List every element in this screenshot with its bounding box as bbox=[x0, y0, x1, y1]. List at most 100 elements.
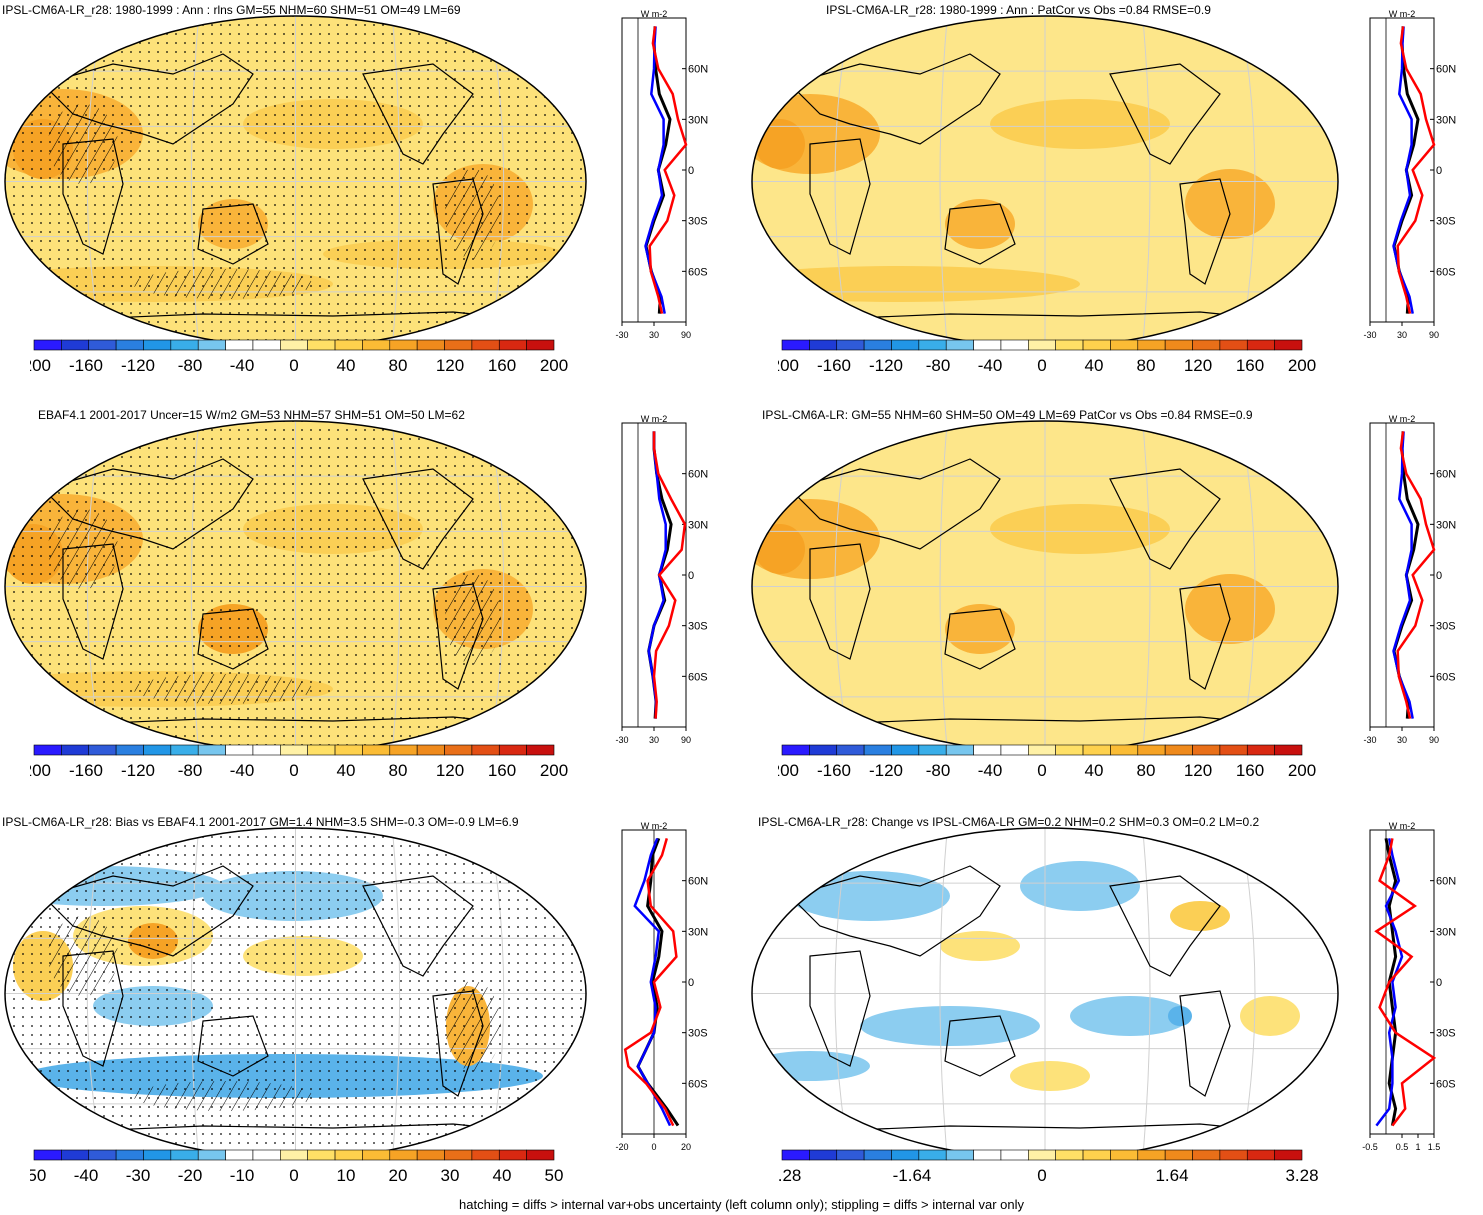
colorbar-label: 80 bbox=[389, 761, 408, 780]
colorbar-label: -50 bbox=[30, 1166, 46, 1185]
colorbar-label: -160 bbox=[69, 356, 103, 375]
ytick-label: 60N bbox=[1436, 876, 1456, 888]
xtick-label: -0.5 bbox=[1362, 1142, 1378, 1152]
colorbar-label: 10 bbox=[337, 1166, 356, 1185]
colorbar-cell bbox=[334, 1149, 363, 1161]
colorbar-cell bbox=[1110, 744, 1139, 756]
series-line bbox=[1396, 26, 1436, 314]
colorbar-cell bbox=[891, 339, 920, 351]
xtick-label: 0.5 bbox=[1396, 1142, 1409, 1152]
colorbar-cell bbox=[1082, 339, 1111, 351]
colorbar-label: 80 bbox=[389, 356, 408, 375]
zonal-mean-profile: W m-2 60N 30N 0 30S 60S -30 30 90 bbox=[615, 414, 708, 745]
units-label: W m-2 bbox=[1389, 9, 1416, 19]
colorbar-cell bbox=[809, 1149, 838, 1161]
colorbar-cell bbox=[307, 1149, 336, 1161]
colorbar-cell bbox=[1192, 1149, 1221, 1161]
colorbar-cell bbox=[61, 339, 90, 351]
colorbar-cell bbox=[225, 1149, 254, 1161]
colorbar-cell bbox=[1219, 339, 1248, 351]
ytick-label: 60S bbox=[688, 266, 708, 278]
colorbar-cell bbox=[1110, 339, 1139, 351]
ytick-label: 0 bbox=[688, 977, 694, 989]
units-label: W m-2 bbox=[641, 414, 668, 424]
colorbar-cell bbox=[918, 339, 947, 351]
colorbar: -200 -160 -120 -80 -40 0 40 80 120 160 200 bbox=[30, 744, 568, 780]
colorbar-cell bbox=[1192, 744, 1221, 756]
colorbar-cell bbox=[225, 339, 254, 351]
units-label: W m-2 bbox=[1389, 821, 1416, 831]
colorbar-label: 160 bbox=[1236, 761, 1264, 780]
colorbar-cell bbox=[1082, 1149, 1111, 1161]
colorbar-cell bbox=[307, 339, 336, 351]
colorbar-label: 120 bbox=[436, 761, 464, 780]
colorbar-cell bbox=[1137, 339, 1166, 351]
colorbar-label: -1.64 bbox=[893, 1166, 932, 1185]
colorbar-cell bbox=[918, 744, 947, 756]
colorbar-label: 1.64 bbox=[1155, 1166, 1188, 1185]
colorbar-cell bbox=[1000, 339, 1029, 351]
colorbar-cell bbox=[225, 744, 254, 756]
ytick-label: 60N bbox=[688, 469, 708, 481]
colorbar-cell bbox=[61, 1149, 90, 1161]
colorbar-cell bbox=[1164, 744, 1193, 756]
colorbar-cell bbox=[444, 744, 473, 756]
colorbar-cell bbox=[1164, 1149, 1193, 1161]
colorbar-label: 0 bbox=[289, 761, 298, 780]
colorbar-label: -3.28 bbox=[778, 1166, 801, 1185]
zonal-mean-profile: W m-2 60N 30N 0 30S 60S -30 30 90 bbox=[615, 9, 708, 340]
colorbar-cell bbox=[170, 339, 199, 351]
colorbar-cell bbox=[280, 1149, 308, 1161]
colorbar-cell bbox=[1274, 1149, 1303, 1161]
colorbar-label: -40 bbox=[74, 1166, 99, 1185]
colorbar-cell bbox=[1028, 744, 1056, 756]
colorbar-cell bbox=[1274, 744, 1303, 756]
colorbar-label: -120 bbox=[121, 356, 155, 375]
colorbar-label: -40 bbox=[978, 356, 1003, 375]
ytick-label: 60S bbox=[1436, 1078, 1456, 1090]
panel-title: IPSL-CM6A-LR_r28: 1980-1999 : Ann : rlns… bbox=[2, 3, 461, 17]
xtick-label: -30 bbox=[1363, 330, 1376, 340]
ytick-label: 30S bbox=[688, 1028, 708, 1040]
colorbar-label: 160 bbox=[488, 761, 516, 780]
colorbar-label: -200 bbox=[30, 356, 51, 375]
colorbar-cell bbox=[143, 744, 172, 756]
series-line bbox=[623, 838, 678, 1127]
colorbar-cell bbox=[973, 744, 1002, 756]
xtick-label: -30 bbox=[615, 330, 628, 340]
colorbar-label: 0 bbox=[1037, 356, 1046, 375]
colorbar-cell bbox=[836, 339, 865, 351]
colorbar-label: 30 bbox=[441, 1166, 460, 1185]
panel-title: IPSL-CM6A-LR: GM=55 NHM=60 SHM=50 OM=49 … bbox=[762, 408, 1253, 422]
colorbar: -3.28 -1.64 0 1.64 3.28 bbox=[778, 1149, 1318, 1185]
colorbar-cell bbox=[1137, 744, 1166, 756]
colorbar-label: 120 bbox=[1184, 761, 1212, 780]
colorbar: -50 -40 -30 -20 -10 0 10 20 30 40 50 bbox=[30, 1149, 564, 1185]
colorbar-label: 50 bbox=[545, 1166, 564, 1185]
ytick-label: 0 bbox=[1436, 165, 1442, 177]
colorbar-label: 200 bbox=[540, 356, 568, 375]
ytick-label: 0 bbox=[1436, 977, 1442, 989]
ytick-label: 60S bbox=[1436, 266, 1456, 278]
colorbar-cell bbox=[88, 339, 117, 351]
units-label: W m-2 bbox=[1389, 414, 1416, 424]
colorbar: -200 -160 -120 -80 -40 0 40 80 120 160 200 bbox=[30, 339, 568, 375]
series-line bbox=[1374, 838, 1437, 1127]
colorbar-cell bbox=[444, 1149, 473, 1161]
colorbar-label: 200 bbox=[540, 761, 568, 780]
footnote: hatching = diffs > internal var+obs unce… bbox=[459, 1197, 1024, 1212]
colorbar-cell bbox=[1274, 339, 1303, 351]
panel-ebaf-obs: EBAF4.1 2001-2017 Uncer=15 W/m2 GM=53 NH… bbox=[0, 405, 708, 805]
colorbar-cell bbox=[252, 1149, 281, 1161]
colorbar-cell bbox=[498, 1149, 527, 1161]
colorbar-label: 200 bbox=[1288, 356, 1316, 375]
colorbar-cell bbox=[1055, 1149, 1084, 1161]
colorbar-cell bbox=[334, 744, 363, 756]
series-line bbox=[644, 26, 666, 314]
colorbar-cell bbox=[33, 744, 62, 756]
colorbar-cell bbox=[33, 339, 62, 351]
xtick-label: -30 bbox=[1363, 735, 1376, 745]
colorbar-cell bbox=[863, 339, 892, 351]
colorbar-cell bbox=[781, 1149, 810, 1161]
colorbar: -200 -160 -120 -80 -40 0 40 80 120 160 200 bbox=[778, 744, 1316, 780]
